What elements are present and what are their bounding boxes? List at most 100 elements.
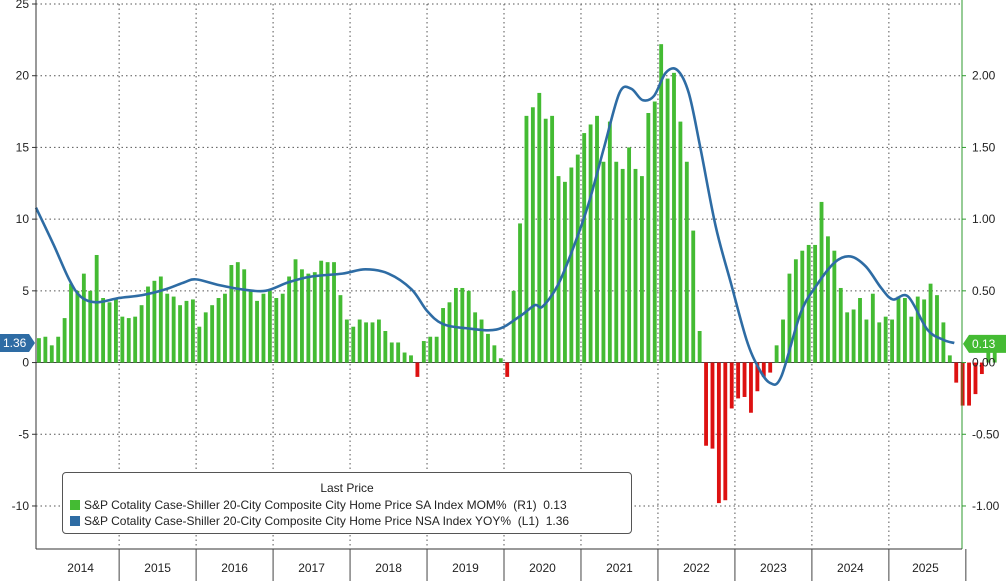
mom-bar	[216, 298, 221, 363]
mom-bar	[659, 44, 664, 363]
mom-bar	[274, 298, 279, 363]
left-tick-label: 20	[16, 69, 30, 83]
mom-bar	[325, 262, 330, 363]
legend-axis-mom: (R1)	[513, 498, 537, 512]
x-tick-label: 2018	[375, 561, 402, 575]
mom-bar	[684, 161, 689, 363]
x-axis-labels: 2014 2015 2016 2017 2018 2019 2020 2021 2022 2023…	[67, 549, 967, 581]
x-tick-label: 2017	[298, 561, 325, 575]
x-tick-label: 2016	[221, 561, 248, 575]
mom-bar	[524, 115, 529, 363]
mom-bar	[280, 293, 285, 363]
mom-bar	[126, 318, 131, 363]
yoy-line	[34, 66, 955, 386]
mom-bar	[146, 286, 150, 363]
mom-bar	[941, 322, 946, 363]
mom-bar	[639, 176, 644, 363]
mom-bar	[319, 260, 324, 363]
left-axis-ticks: 25 20 15 10 5 0 -5 -10	[12, 0, 36, 513]
legend-label-yoy: S&P Cotality Case-Shiller 20-City Compos…	[84, 514, 512, 528]
mom-bar	[332, 262, 336, 363]
mom-bar	[986, 343, 991, 363]
mom-bar	[203, 312, 208, 363]
mom-bar	[928, 283, 933, 363]
x-tick-label: 2022	[683, 561, 710, 575]
left-tick-label: 0	[22, 356, 29, 370]
mom-bar	[190, 299, 195, 363]
mom-bar	[479, 319, 484, 363]
mom-bar	[838, 287, 843, 363]
left-tick-label: 15	[16, 140, 30, 154]
mom-bar	[56, 336, 61, 363]
right-tick-label: 2.00	[972, 69, 996, 83]
x-tick-label: 2023	[760, 561, 787, 575]
mom-bar	[575, 154, 580, 363]
mom-bar	[858, 298, 862, 363]
mom-bar	[505, 362, 510, 377]
mom-bar	[537, 92, 542, 363]
mom-bar	[550, 115, 555, 363]
mom-bar	[806, 244, 811, 363]
mom-bar	[774, 345, 779, 363]
mom-bar	[716, 362, 721, 504]
mom-bar	[396, 342, 401, 363]
mom-bar	[973, 362, 978, 395]
mom-bar	[896, 296, 901, 363]
legend-last-mom: 0.13	[543, 498, 567, 512]
left-tick-label: -5	[18, 427, 29, 441]
legend-entry-yoy: S&P Cotality Case-Shiller 20-City Compos…	[70, 514, 569, 528]
mom-bar	[678, 121, 683, 363]
mom-bars	[37, 44, 997, 504]
mom-bar	[376, 319, 381, 363]
mom-bar	[453, 287, 458, 363]
legend: Last Price S&P Cotality Case-Shiller 20-…	[62, 472, 632, 534]
mom-bar	[69, 283, 73, 363]
mom-bar	[627, 147, 632, 363]
mom-bar	[75, 290, 80, 363]
mom-bar	[729, 362, 734, 409]
mom-bar	[344, 319, 349, 363]
mom-bar	[979, 362, 984, 375]
mom-bar	[646, 113, 651, 363]
last-label-right: 0.13	[972, 337, 996, 351]
mom-bar	[845, 312, 850, 363]
mom-bar	[255, 300, 259, 363]
mom-bar	[165, 293, 170, 363]
mom-bar	[364, 322, 369, 363]
mom-bar	[902, 298, 907, 363]
mom-bar	[139, 305, 144, 363]
right-tick-label: 1.50	[972, 140, 996, 154]
mom-bar	[832, 250, 837, 363]
mom-bar	[909, 316, 914, 363]
mom-bar	[351, 326, 356, 363]
mom-bar	[742, 362, 747, 397]
x-tick-label: 2024	[837, 561, 864, 575]
right-tick-label: 0.00	[972, 356, 996, 370]
mom-bar	[960, 362, 965, 406]
mom-bar	[460, 287, 465, 363]
left-tick-label: 25	[16, 0, 30, 11]
mom-bar	[421, 341, 426, 363]
mom-bar	[607, 121, 612, 363]
mom-bar	[81, 273, 86, 363]
mom-bar	[120, 316, 125, 363]
mom-bar	[543, 118, 548, 363]
mom-bar	[287, 276, 292, 363]
mom-bar	[267, 290, 272, 363]
mom-bar	[749, 362, 753, 413]
mom-bar	[178, 305, 182, 363]
mom-bar	[229, 265, 234, 363]
mom-bar	[518, 223, 522, 363]
mom-bar	[691, 230, 696, 363]
mom-bar	[595, 115, 599, 363]
mom-bar	[954, 362, 959, 383]
mom-bar	[922, 299, 927, 363]
mom-bar	[37, 338, 41, 363]
mom-bar	[101, 298, 106, 363]
x-tick-label: 2020	[529, 561, 556, 575]
mom-bar	[819, 201, 824, 363]
mom-bar	[864, 319, 869, 363]
mom-bar	[184, 300, 189, 363]
mom-bar	[569, 167, 574, 363]
